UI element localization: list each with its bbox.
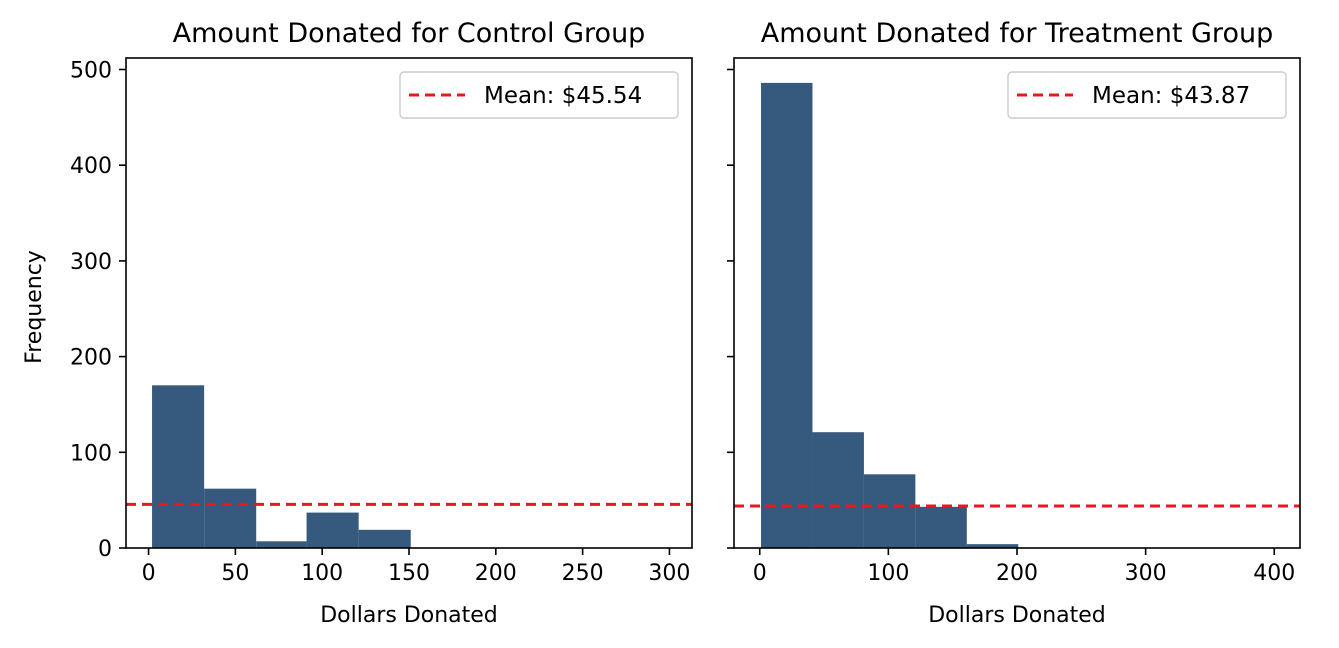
- control-legend-box: [399, 71, 679, 119]
- treatment-x-ticks: 0 100 200 300 400: [753, 548, 1295, 586]
- x-tick-label: 0: [753, 561, 767, 586]
- histogram-bar: [358, 529, 411, 548]
- x-tick-label: 300: [1125, 561, 1167, 586]
- x-tick-label: 100: [301, 561, 343, 586]
- histogram-bar: [152, 385, 205, 548]
- histogram-bar: [256, 541, 307, 548]
- x-tick-label: 50: [221, 561, 249, 586]
- control-plot-frame: [125, 57, 693, 549]
- y-tick-label: 100: [70, 441, 112, 466]
- histogram-bar: [761, 82, 813, 548]
- control-x-axis-label: Dollars Donated: [320, 603, 498, 628]
- x-tick-label: 150: [388, 561, 430, 586]
- histogram-bar: [863, 474, 916, 548]
- control-group-panel: Amount Donated for Control Group 0 50 100 1…: [22, 18, 693, 628]
- x-tick-label: 250: [562, 561, 604, 586]
- treatment-x-axis-label: Dollars Donated: [928, 603, 1106, 628]
- x-tick-label: 100: [867, 561, 909, 586]
- control-y-ticks: 0 100 200 300 400 500: [70, 58, 126, 562]
- treatment-bars: [761, 82, 1019, 548]
- treatment-group-panel: Amount Donated for Treatment Group 0 100 2…: [727, 18, 1301, 628]
- control-chart-title: Amount Donated for Control Group: [173, 18, 646, 49]
- y-tick-label: 300: [70, 250, 112, 275]
- y-tick-label: 400: [70, 154, 112, 179]
- control-x-ticks: 0 50 100 150 200 250 300: [142, 548, 690, 586]
- x-tick-label: 200: [996, 561, 1038, 586]
- y-tick-label: 500: [70, 58, 112, 83]
- y-tick-label: 0: [98, 537, 112, 562]
- histogram-bar: [812, 432, 864, 548]
- x-tick-label: 300: [648, 561, 690, 586]
- x-tick-label: 0: [142, 561, 156, 586]
- y-tick-label: 200: [70, 346, 112, 371]
- histogram-bar: [966, 544, 1019, 548]
- treatment-legend-label: Mean: $43.87: [1092, 83, 1250, 109]
- treatment-y-ticks: [727, 68, 734, 549]
- control-legend-label: Mean: $45.54: [484, 83, 642, 109]
- histogram-bar: [306, 512, 359, 548]
- treatment-legend: Mean: $43.87: [1007, 71, 1287, 119]
- treatment-legend-box: [1007, 71, 1287, 119]
- control-bars: [152, 385, 411, 548]
- histogram-bar: [915, 506, 967, 548]
- histogram-bar: [204, 488, 257, 548]
- treatment-chart-title: Amount Donated for Treatment Group: [761, 18, 1273, 49]
- control-legend: Mean: $45.54: [399, 71, 679, 119]
- x-tick-label: 200: [475, 561, 517, 586]
- x-tick-label: 400: [1253, 561, 1295, 586]
- y-axis-label: Frequency: [22, 250, 47, 364]
